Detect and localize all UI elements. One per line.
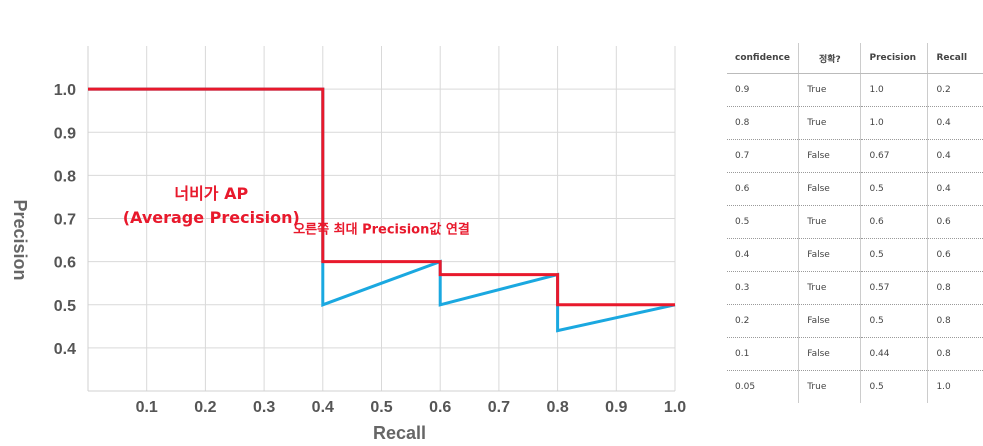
y-tick-label: 1.0 <box>54 82 76 99</box>
cell-precision: 0.5 <box>860 238 928 272</box>
cell-precision: 0.5 <box>860 172 928 206</box>
cell-precision: 0.5 <box>860 370 928 403</box>
precision-recall-table: confidence 정확? Precision Recall 0.9 True 1… <box>727 43 983 403</box>
cell-confidence: 0.9 <box>727 73 799 107</box>
y-tick-label: 0.7 <box>54 212 76 229</box>
x-axis-title: Recall <box>373 423 426 443</box>
x-tick-label: 0.7 <box>488 399 510 416</box>
cell-recall: 0.6 <box>927 205 983 239</box>
cell-correct: True <box>798 370 861 403</box>
x-tick-label: 0.3 <box>253 399 275 416</box>
x-tick-label: 1.0 <box>664 399 686 416</box>
cell-recall: 0.4 <box>927 172 983 206</box>
cell-recall: 0.8 <box>927 271 983 305</box>
header-precision: Precision <box>860 43 928 74</box>
table-row: 0.2 False 0.5 0.8 <box>727 304 983 338</box>
cell-correct: True <box>798 73 861 107</box>
x-tick-label: 0.9 <box>605 399 627 416</box>
cell-recall: 0.2 <box>927 73 983 107</box>
table-row: 0.05 True 0.5 1.0 <box>727 370 983 403</box>
y-tick-label: 0.9 <box>54 125 76 142</box>
pr-curve-chart: 0.1 0.2 0.3 0.4 0.5 0.6 0.7 0.8 0.9 1.0 0.4 0.5 0.6 0… <box>10 46 686 443</box>
cell-precision: 1.0 <box>860 106 928 140</box>
cell-confidence: 0.2 <box>727 304 799 338</box>
cell-confidence: 0.5 <box>727 205 799 239</box>
cell-correct: False <box>798 139 861 173</box>
cell-correct: True <box>798 271 861 305</box>
table-row: 0.5 True 0.6 0.6 <box>727 205 983 239</box>
cell-precision: 1.0 <box>860 73 928 107</box>
cell-precision: 0.44 <box>860 337 928 371</box>
header-correct: 정확? <box>798 43 861 74</box>
table-row: 0.7 False 0.67 0.4 <box>727 139 983 173</box>
cell-recall: 1.0 <box>927 370 983 403</box>
cell-recall: 0.4 <box>927 139 983 173</box>
cell-correct: False <box>798 304 861 338</box>
cell-confidence: 0.3 <box>727 271 799 305</box>
cell-correct: False <box>798 172 861 206</box>
interpolated-precision-line <box>88 87 675 307</box>
annotation-ap-area: 너비가 AP <box>174 184 248 203</box>
cell-precision: 0.5 <box>860 304 928 338</box>
cell-confidence: 0.8 <box>727 106 799 140</box>
cell-precision: 0.67 <box>860 139 928 173</box>
table-header-row: confidence 정확? Precision Recall <box>727 43 983 74</box>
cell-recall: 0.6 <box>927 238 983 272</box>
y-axis-title: Precision <box>10 199 30 280</box>
y-tick-label: 0.5 <box>54 298 76 315</box>
cell-precision: 0.6 <box>860 205 928 239</box>
y-tick-label: 0.4 <box>54 341 76 358</box>
table-row: 0.4 False 0.5 0.6 <box>727 238 983 272</box>
table-row: 0.3 True 0.57 0.8 <box>727 271 983 305</box>
cell-correct: True <box>798 205 861 239</box>
cell-correct: True <box>798 106 861 140</box>
header-confidence: confidence <box>727 43 799 74</box>
x-tick-label: 0.6 <box>429 399 451 416</box>
cell-correct: False <box>798 337 861 371</box>
cell-precision: 0.57 <box>860 271 928 305</box>
cell-confidence: 0.6 <box>727 172 799 206</box>
cell-confidence: 0.7 <box>727 139 799 173</box>
annotation-connect-max-precision: 오른쪽 최대 Precision값 연결 <box>293 222 470 238</box>
table-row: 0.1 False 0.44 0.8 <box>727 337 983 371</box>
annotation-average-precision: (Average Precision) <box>123 208 300 227</box>
cell-confidence: 0.4 <box>727 238 799 272</box>
x-tick-label: 0.1 <box>136 399 158 416</box>
cell-confidence: 0.05 <box>735 382 756 392</box>
header-recall: Recall <box>927 43 983 74</box>
cell-confidence: 0.1 <box>727 337 799 371</box>
y-tick-label: 0.6 <box>54 255 76 272</box>
cell-recall: 0.4 <box>927 106 983 140</box>
cell-recall: 0.8 <box>927 304 983 338</box>
table-row: 0.6 False 0.5 0.4 <box>727 172 983 206</box>
x-tick-label: 0.2 <box>194 399 216 416</box>
cell-correct: False <box>798 238 861 272</box>
y-tick-label: 0.8 <box>54 168 76 185</box>
cell-recall: 0.8 <box>927 337 983 371</box>
table-row: 0.9 True 1.0 0.2 <box>727 73 983 107</box>
x-tick-label: 0.5 <box>370 399 392 416</box>
x-tick-label: 0.8 <box>546 399 568 416</box>
table-row: 0.8 True 1.0 0.4 <box>727 106 983 140</box>
x-tick-label: 0.4 <box>312 399 334 416</box>
